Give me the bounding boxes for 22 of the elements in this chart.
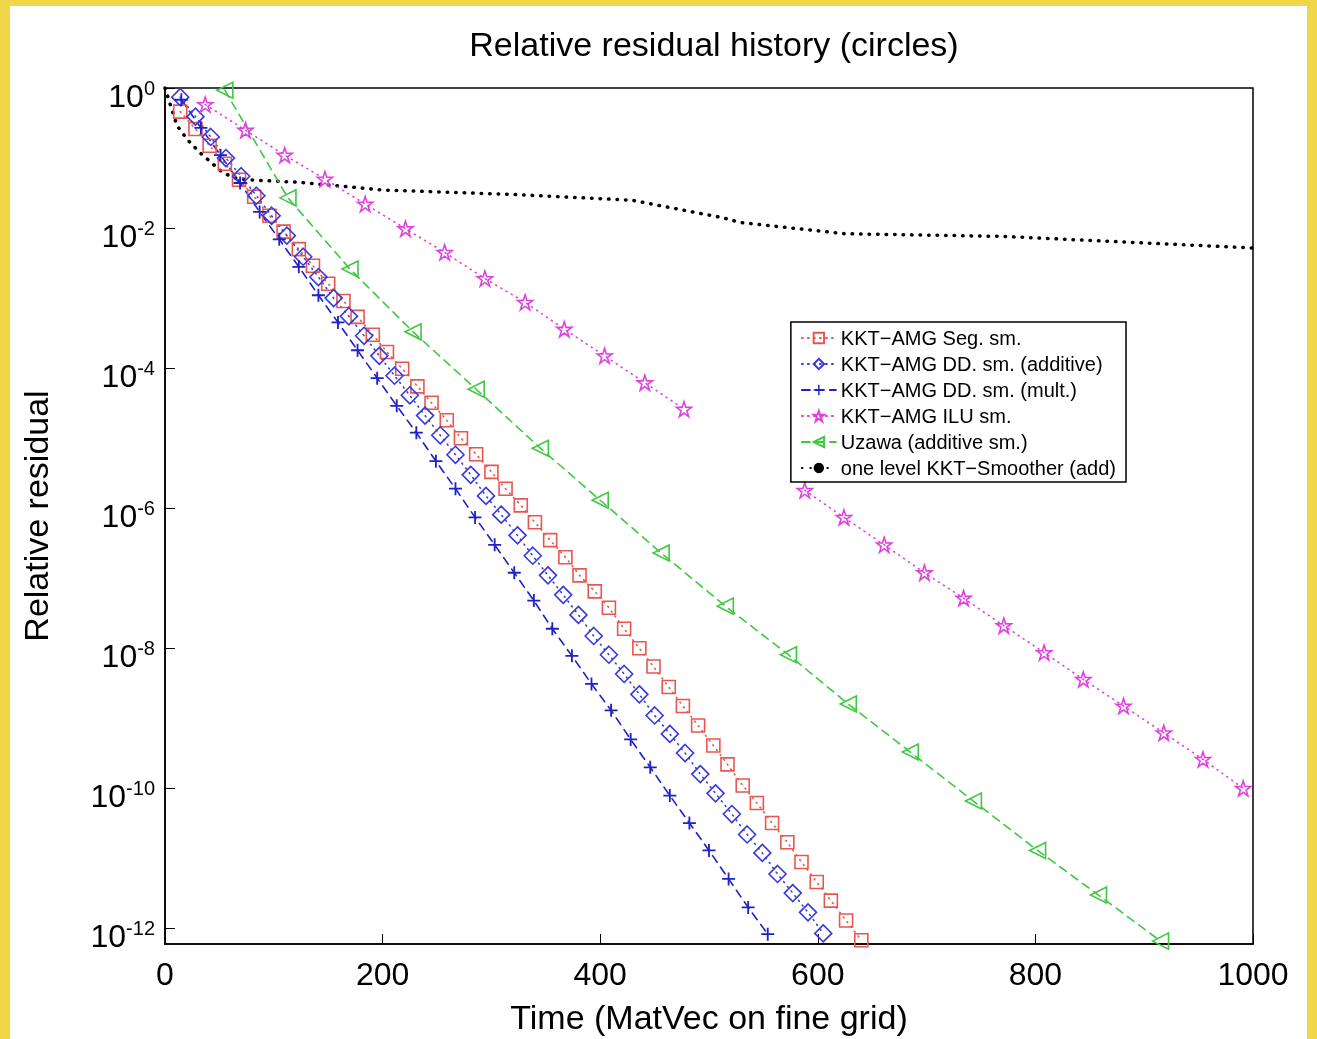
y-tick-label: 10$^{-6}$ (101, 496, 155, 536)
y-tick-label: 10$^{-8}$ (101, 636, 155, 676)
legend-label: KKT−AMG DD. sm. (mult.) (840, 379, 1077, 401)
legend-label: one level KKT−Smoother (add) (840, 457, 1117, 479)
x-axis-title: Time (MatVec on fine grid) (510, 998, 908, 1036)
x-tick-label: 600 (791, 956, 845, 992)
legend-label: KKT−AMG Seg. sm. (840, 327, 1022, 349)
y-tick-label: 10$^{-2}$ (101, 216, 155, 256)
legend-label: Uzawa (additive sm.) (840, 431, 1028, 453)
y-tick-label: 10$^{-10}$ (90, 776, 155, 817)
chart-title: Relative residual history (circles) (469, 25, 959, 63)
y-tick-label: 10$^{-4}$ (101, 356, 155, 396)
legend-label: KKT−AMG DD. sm. (additive) (840, 353, 1103, 375)
y-tick-label: 10$^{-12}$ (90, 916, 155, 957)
y-axis-title: Relative residual (17, 390, 55, 642)
y-tick-label: 10$^{0}$ (108, 76, 155, 116)
x-tick-label: 800 (1008, 956, 1063, 992)
x-tick-label: 200 (355, 956, 410, 992)
x-tick-label: 0 (156, 956, 174, 992)
x-tick-label: 400 (573, 956, 627, 992)
legend-label: KKT−AMG ILU sm. (840, 405, 1012, 427)
x-tick-label: 1000 (1217, 956, 1289, 992)
